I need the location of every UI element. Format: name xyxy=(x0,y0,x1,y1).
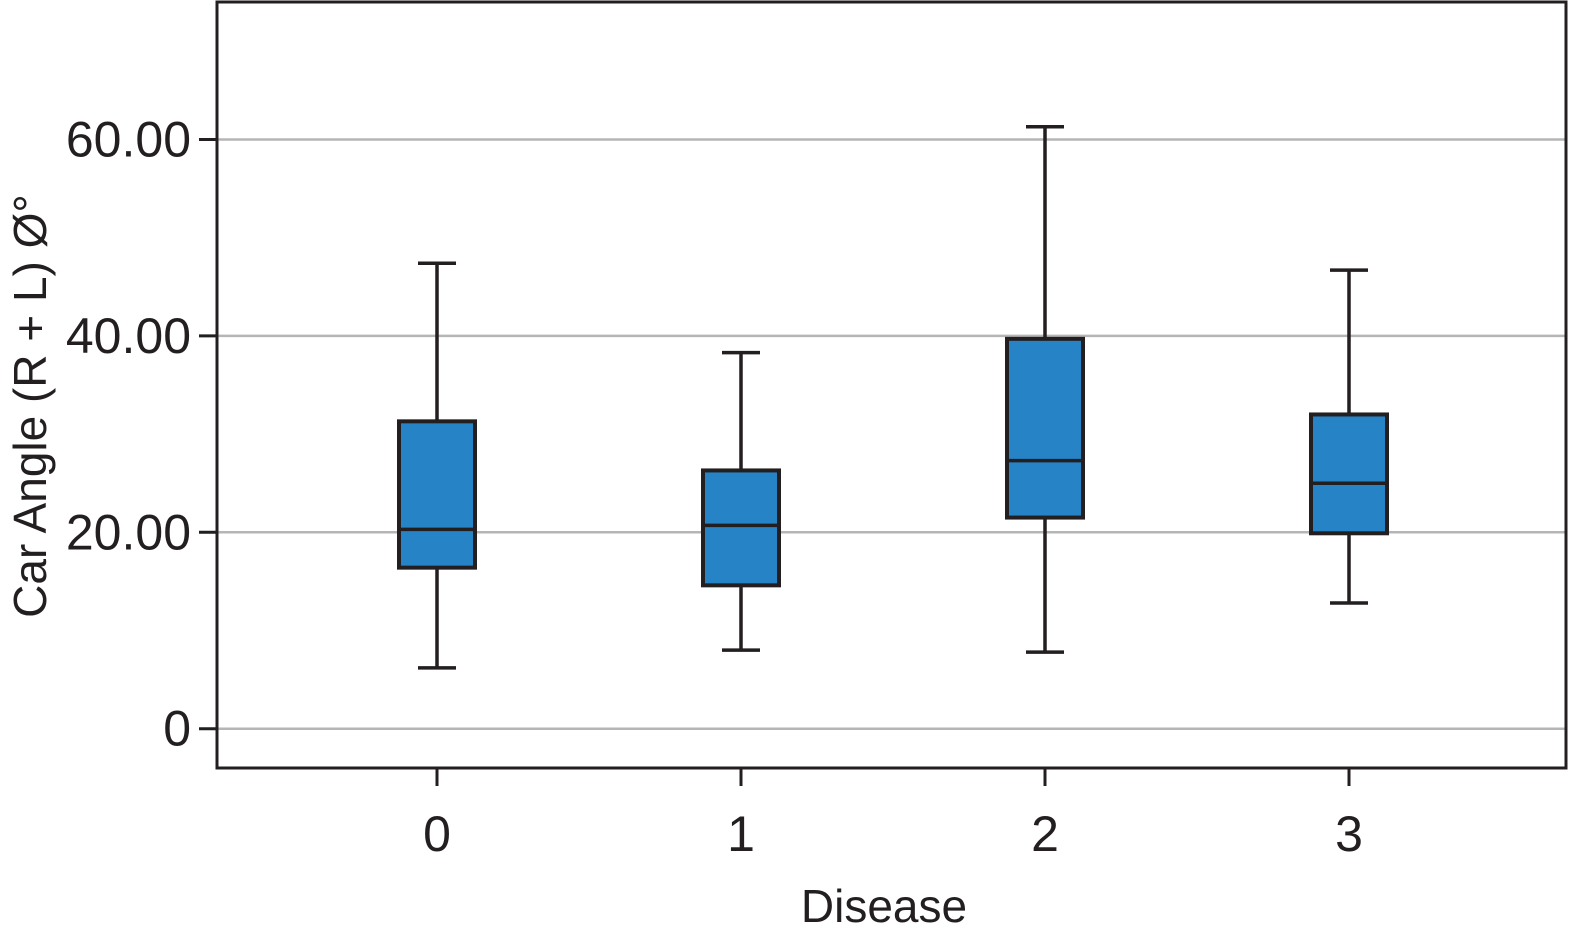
x-tick-label-0: 0 xyxy=(423,806,451,862)
x-tick-label-3: 3 xyxy=(1335,806,1363,862)
x-tick-label-1: 1 xyxy=(727,806,755,862)
y-axis-ticks: 0 20.00 40.00 60.00 xyxy=(66,111,217,757)
box-group-3 xyxy=(1309,268,1389,605)
boxes xyxy=(397,124,1389,670)
x-axis-title: Disease xyxy=(801,880,967,929)
y-tick-label-1: 20.00 xyxy=(66,504,191,560)
y-tick-label-2: 40.00 xyxy=(66,308,191,364)
y-axis-title: Car Angle (R + L) Ø° xyxy=(4,194,56,618)
iqr-box xyxy=(1005,336,1085,520)
box-group-2 xyxy=(1005,124,1085,654)
iqr-box xyxy=(701,468,781,588)
y-tick-label-3: 60.00 xyxy=(66,111,191,167)
box-group-0 xyxy=(397,261,477,670)
iqr-box xyxy=(397,419,477,570)
plot-frame xyxy=(215,0,1568,770)
box-group-1 xyxy=(701,350,781,652)
y-tick-label-0: 0 xyxy=(163,701,191,757)
iqr-box xyxy=(1309,412,1389,536)
x-axis-ticks: 0 1 2 3 xyxy=(423,768,1363,862)
x-tick-label-2: 2 xyxy=(1031,806,1059,862)
